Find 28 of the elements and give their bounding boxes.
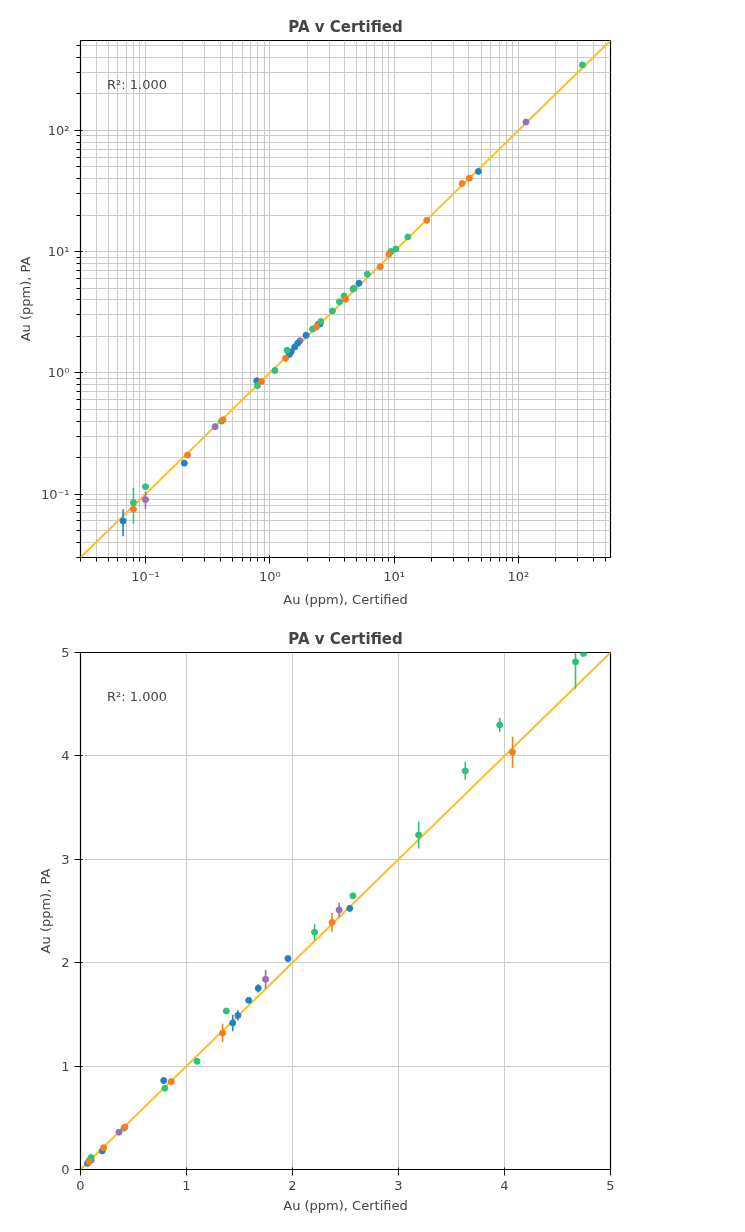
y-tick-label: 4 — [61, 748, 70, 764]
y-tick-label: 5 — [61, 645, 70, 660]
chart-title: PA v Certified — [288, 17, 403, 36]
x-tick-label: 10⁰ — [258, 568, 281, 584]
annotation: R²: 1.000 — [107, 689, 167, 705]
y-tick-label: 10¹ — [47, 244, 70, 260]
x-tick-label: 3 — [394, 1177, 403, 1193]
annotation: R²: 1.000 — [107, 77, 167, 93]
y-tick-label: 0 — [61, 1162, 70, 1177]
x-tick-label: 10⁻¹ — [131, 568, 160, 584]
y-tick-label: 3 — [61, 851, 70, 867]
y-tick-label: 10⁰ — [47, 365, 70, 381]
x-axis-title: Au (ppm), Certified — [283, 1197, 408, 1213]
x-tick-label: 4 — [500, 1177, 509, 1193]
x-tick-label: 1 — [182, 1177, 191, 1193]
y-tick-label: 2 — [61, 955, 70, 971]
x-tick-label: 10¹ — [383, 568, 406, 584]
y-tick-label: 10² — [47, 122, 70, 138]
y-tick-label: 1 — [61, 1058, 70, 1074]
chart-title: PA v Certified — [288, 629, 403, 648]
x-tick-label: 10² — [507, 568, 530, 584]
y-tick-label: 10⁻¹ — [40, 486, 70, 502]
x-axis-title: Au (ppm), Certified — [283, 591, 408, 607]
y-axis-title: Au (ppm), PA — [17, 256, 33, 342]
y-axis-title: Au (ppm), PA — [38, 868, 54, 954]
x-tick-label: 2 — [288, 1177, 297, 1193]
x-tick-label: 5 — [606, 1177, 615, 1193]
x-tick-label: 0 — [76, 1177, 85, 1193]
